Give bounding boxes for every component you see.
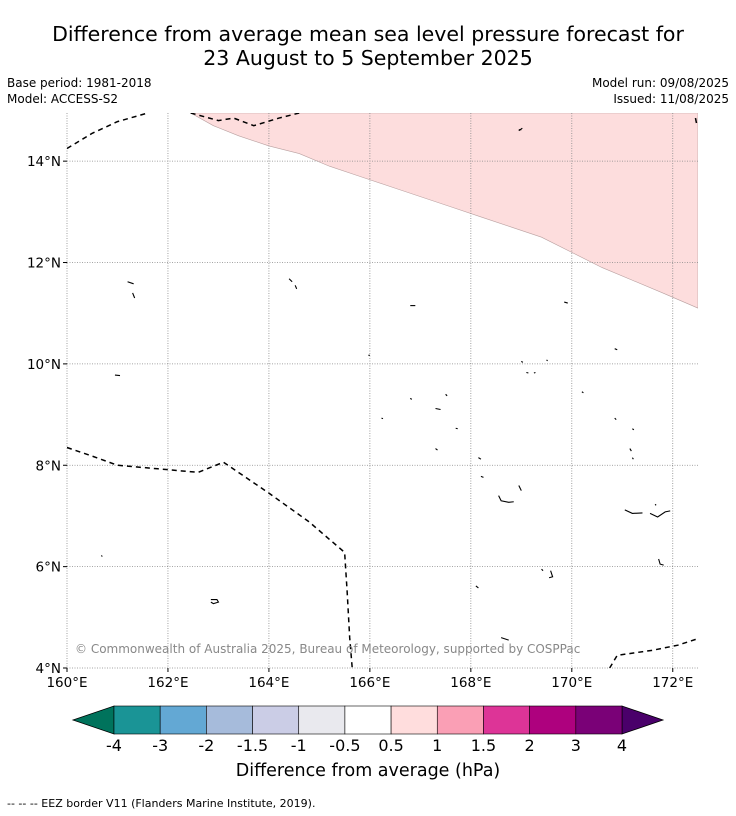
colorbar-ticks: -4 -3 -2 -1.5 -1 -0.5 0.5 1 1.5 2 3 4	[0, 736, 736, 756]
coastline	[500, 637, 509, 641]
title-line-1: Difference from average mean sea level p…	[52, 22, 684, 46]
colorbar-under-arrow	[71, 705, 115, 735]
x-tick-label: 164°E	[248, 675, 289, 691]
copyright-notice: © Commonwealth of Australia 2025, Bureau…	[75, 642, 580, 656]
coastline	[658, 558, 664, 566]
coastline	[478, 457, 482, 460]
colorbar-tick-label: -2	[198, 736, 215, 755]
colorbar-tick-label: 3	[570, 736, 581, 755]
y-tick-label: 14°N	[27, 154, 61, 170]
eez-border	[67, 113, 148, 150]
map-title: Difference from average mean sea level p…	[0, 22, 736, 70]
colorbar-bin	[575, 705, 623, 735]
coastline	[581, 391, 584, 394]
coastline	[614, 348, 618, 351]
model-run: Model run: 09/08/2025	[591, 76, 729, 90]
coastline	[114, 374, 121, 377]
coastline	[409, 397, 413, 400]
anomaly-region	[190, 113, 698, 309]
y-tick-label: 8°N	[36, 458, 61, 474]
x-tick-label: 168°E	[450, 675, 491, 691]
colorbar-tick-label: 2	[524, 736, 535, 755]
coastline	[475, 585, 479, 589]
x-tick-label: 170°E	[551, 675, 592, 691]
coastline	[100, 555, 103, 557]
colorbar-tick-label: -4	[106, 736, 122, 755]
colorbar-bin	[252, 705, 300, 735]
eez-border	[694, 117, 698, 124]
x-tick-label: 160°E	[46, 675, 87, 691]
coastline	[480, 475, 484, 478]
meta-left: Base period: 1981-2018 Model: ACCESS-S2	[7, 75, 152, 107]
colorbar-bin	[529, 705, 577, 735]
colorbar-bin	[390, 705, 438, 735]
eez-border	[67, 446, 353, 668]
eez-legend: -- -- -- EEZ border V11 (Flanders Marine…	[7, 797, 316, 810]
y-tick-label: 6°N	[36, 560, 61, 576]
colorbar-tick-label: 4	[616, 736, 628, 755]
coastline	[629, 448, 632, 452]
eez-border	[609, 637, 698, 668]
coastline	[210, 599, 220, 605]
coastline	[445, 393, 448, 397]
coastline	[631, 457, 634, 460]
coastline	[132, 292, 136, 299]
colorbar-bin	[344, 705, 392, 735]
colorbar-label: Difference from average (hPa)	[235, 761, 501, 781]
colorbar-over-arrow	[621, 705, 665, 735]
colorbar-tick-label: 1	[432, 736, 443, 755]
base-period: Base period: 1981-2018	[7, 76, 152, 90]
colorbar-bin	[298, 705, 346, 735]
coastline	[564, 301, 568, 304]
eez-border	[190, 113, 300, 127]
colorbar-tick-label: -0.5	[329, 736, 361, 755]
colorbar-tick-label: -1	[290, 736, 307, 755]
coastline	[435, 448, 438, 451]
coastline	[288, 278, 293, 283]
x-tick-label: 166°E	[349, 675, 390, 691]
coastline	[548, 570, 554, 579]
coastline	[632, 428, 635, 431]
coastline	[526, 371, 529, 374]
coastline	[614, 417, 617, 421]
colorbar-bin	[159, 705, 207, 735]
map: 160°E 162°E 164°E 166°E 168°E 170°E 172°E 4°N 6°…	[27, 113, 698, 691]
title-line-2: 23 August to 5 September 2025	[203, 46, 533, 70]
y-tick-label: 10°N	[27, 357, 61, 373]
colorbar-tick-label: -1.5	[236, 736, 269, 755]
colorbar-bin	[206, 705, 253, 735]
colorbar-tick-label: 0.5	[378, 736, 404, 755]
model-name: Model: ACCESS-S2	[7, 92, 119, 106]
y-tick-label: 4°N	[36, 661, 61, 677]
coastline	[624, 509, 643, 514]
issued-date: Issued: 11/08/2025	[613, 92, 729, 106]
colorbar-bin	[483, 705, 530, 735]
coastline	[546, 359, 548, 362]
coastline	[435, 407, 441, 411]
coastline	[649, 510, 671, 518]
coastline	[294, 285, 298, 290]
coastline	[127, 281, 134, 285]
coastline	[521, 360, 524, 363]
meta-right: Model run: 09/08/2025 Issued: 11/08/2025	[592, 75, 729, 107]
y-tick-label: 12°N	[27, 256, 61, 272]
colorbar-bin	[436, 705, 484, 735]
coastline	[533, 371, 536, 374]
coastline	[541, 568, 544, 572]
coastline	[455, 427, 458, 430]
coastline	[381, 417, 384, 420]
colorbar-bin	[113, 705, 161, 735]
eez-borders	[67, 113, 698, 668]
colorbar	[71, 705, 665, 735]
coastlines	[100, 127, 671, 641]
colorbar-tick-label: -3	[152, 736, 169, 755]
coastline	[654, 503, 657, 506]
coastline	[518, 485, 522, 491]
x-tick-label: 162°E	[147, 675, 188, 691]
x-tick-label: 172°E	[652, 675, 693, 691]
coastline	[498, 495, 514, 503]
colorbar-tick-label: 1.5	[470, 736, 497, 755]
